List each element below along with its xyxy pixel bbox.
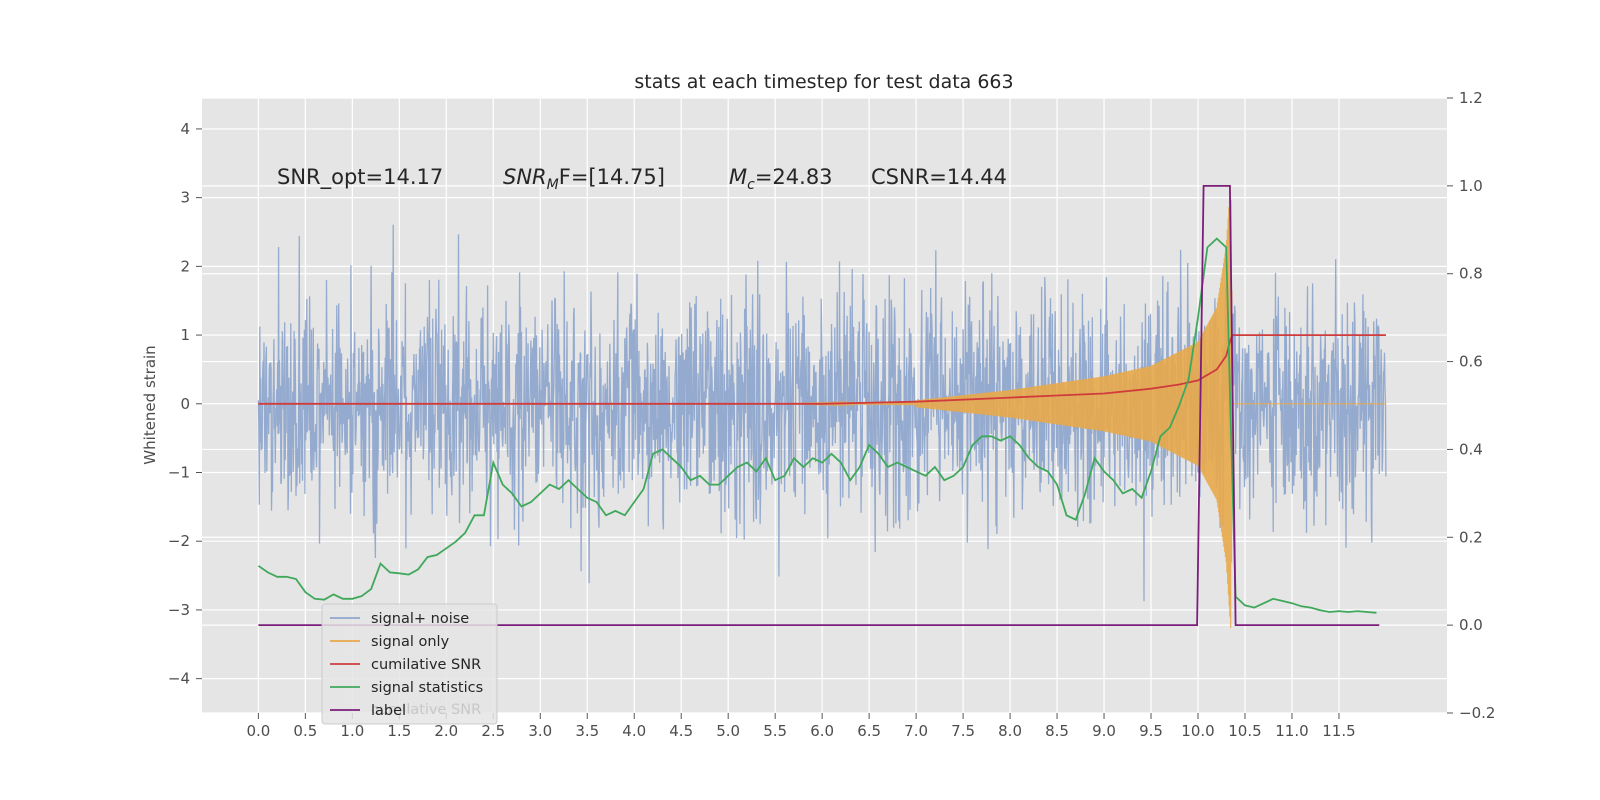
x-tick-label: 3.0 — [528, 722, 552, 740]
legend-label: signal statistics — [371, 680, 483, 696]
y2-tick-label: 0.4 — [1459, 440, 1483, 458]
x-tick-label: 6.0 — [810, 722, 834, 740]
series-signal-noise — [257, 224, 1387, 602]
y-tick-label: −1 — [168, 463, 190, 481]
y2-tick-label: 0.2 — [1459, 528, 1483, 546]
chart-title: stats at each timestep for test data 663 — [634, 71, 1013, 93]
x-tick-label: 8.5 — [1045, 722, 1069, 740]
y-tick-label: 1 — [180, 326, 190, 344]
annotation-snr-mf-sub: M — [547, 177, 559, 193]
series-layer — [257, 184, 1387, 628]
annotation-mc-base: M — [729, 165, 747, 189]
x-tick-label: 7.5 — [951, 722, 975, 740]
x-tick-label: 5.5 — [763, 722, 787, 740]
series-label — [258, 184, 1380, 626]
x-tick-label: 4.5 — [669, 722, 693, 740]
y-ticks: 4 3 2 1 0 −1 −2 −3 −4 — [168, 120, 202, 688]
annotation-mc: Mc=24.83 — [729, 165, 833, 193]
annotation-snr-mf: SNRMF=[14.75] — [503, 165, 665, 193]
legend-ghost-text: cumilative SNR — [371, 702, 481, 718]
y-tick-label: −2 — [168, 532, 190, 550]
y2-tick-label: 1.0 — [1459, 177, 1483, 195]
legend: cumilative SNR signal+ noise signal only c… — [321, 603, 498, 725]
x-tick-label: 8.0 — [998, 722, 1022, 740]
y-tick-label: −4 — [168, 670, 190, 688]
y-tick-label: 4 — [180, 120, 190, 138]
x-tick-label: 11.5 — [1322, 722, 1355, 740]
x-tick-label: 11.0 — [1275, 722, 1308, 740]
y-axis-label: Whitened strain — [141, 345, 159, 464]
series-cumulative-snr — [258, 334, 1386, 405]
y-tick-label: 3 — [180, 189, 190, 207]
x-tick-label: 0.5 — [293, 722, 317, 740]
legend-label: signal+ noise — [371, 611, 469, 627]
x-tick-label: 1.0 — [340, 722, 364, 740]
x-tick-label: 9.5 — [1139, 722, 1163, 740]
x-tick-label: 10.0 — [1181, 722, 1214, 740]
x-tick-label: 9.0 — [1092, 722, 1116, 740]
x-tick-label: 3.5 — [575, 722, 599, 740]
y-tick-label: 0 — [180, 395, 190, 413]
y2-ticks: 1.2 1.0 0.8 0.6 0.4 0.2 0.0 −0.2 — [1447, 89, 1495, 722]
y-tick-label: 2 — [180, 257, 190, 275]
annotation-mc-sub: c — [747, 177, 755, 193]
x-tick-label: 1.5 — [387, 722, 411, 740]
y2-tick-label: 0.0 — [1459, 616, 1483, 634]
annotation-csnr: CSNR=14.44 — [871, 165, 1007, 189]
x-tick-label: 7.0 — [904, 722, 928, 740]
x-tick-label: 4.0 — [622, 722, 646, 740]
x-tick-label: 5.0 — [716, 722, 740, 740]
y2-tick-label: −0.2 — [1459, 704, 1495, 722]
legend-box — [321, 603, 498, 725]
series-signal-statistics — [257, 237, 1377, 614]
x-tick-label: 0.0 — [246, 722, 270, 740]
x-tick-label: 2.0 — [434, 722, 458, 740]
legend-label: signal only — [371, 634, 450, 650]
annotations: SNR_opt=14.17 SNRMF=[14.75] Mc=24.83 CSN… — [277, 165, 1007, 193]
annotation-mc-tail: =24.83 — [755, 165, 833, 189]
y2-tick-label: 0.8 — [1459, 265, 1483, 283]
y-tick-label: −3 — [168, 601, 190, 619]
annotation-snr-mf-tail: F=[14.75] — [559, 165, 665, 189]
annotation-snr-mf-base: SNR — [503, 165, 547, 189]
y2-tick-label: 1.2 — [1459, 89, 1483, 107]
legend-label: label — [371, 703, 406, 719]
legend-label: cumilative SNR — [371, 657, 481, 673]
x-tick-label: 2.5 — [481, 722, 505, 740]
x-ticks: 0.0 0.5 1.0 1.5 2.0 2.5 3.0 3.5 4.0 4.5 5.0 5.5 6.0 6… — [246, 713, 1356, 740]
y2-tick-label: 0.6 — [1459, 353, 1483, 371]
x-tick-label: 10.5 — [1228, 722, 1261, 740]
x-tick-label: 6.5 — [857, 722, 881, 740]
annotation-snr-opt: SNR_opt=14.17 — [277, 165, 443, 190]
